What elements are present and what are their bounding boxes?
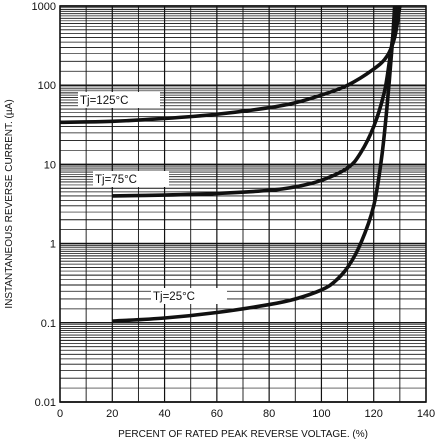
x-tick-label: 60 <box>211 408 223 420</box>
series-line <box>112 5 397 323</box>
x-tick-label: 0 <box>57 408 63 420</box>
x-axis-label: PERCENT OF RATED PEAK REVERSE VOLTAGE. (… <box>118 429 368 440</box>
grid <box>60 5 426 403</box>
y-tick-label: 0.01 <box>35 397 56 409</box>
series-label: Tj=125°C <box>80 95 128 107</box>
series-label: Tj=25°C <box>153 291 195 303</box>
series-label-background <box>151 288 227 304</box>
x-tick-label: 140 <box>417 408 435 420</box>
y-tick-label: 1 <box>50 239 56 251</box>
series-labels: Tj=125°C Tj=75°C Tj=25°C <box>78 92 227 304</box>
y-tick-label: 0.1 <box>41 318 56 330</box>
x-axis-ticks: 0 20 40 60 80 100 120 140 <box>57 408 435 420</box>
plot-frame <box>59 5 427 403</box>
series-label-background <box>93 171 169 187</box>
y-tick-label: 1000 <box>32 1 56 13</box>
y-axis-ticks: 0.01 0.1 1 10 100 1000 <box>32 1 56 409</box>
y-tick-label: 10 <box>44 159 56 171</box>
x-tick-label: 20 <box>106 408 118 420</box>
x-tick-label: 120 <box>365 408 383 420</box>
x-tick-label: 40 <box>158 408 170 420</box>
y-tick-label: 100 <box>38 80 56 92</box>
series-line <box>59 5 402 125</box>
series-lines <box>59 5 402 323</box>
x-tick-label: 100 <box>312 408 330 420</box>
series-label-background <box>78 92 160 108</box>
series-label: Tj=75°C <box>95 174 137 186</box>
x-tick-label: 80 <box>263 408 275 420</box>
y-axis-label: INSTANTANEOUS REVERSE CURRENT. (µA) <box>4 99 15 308</box>
